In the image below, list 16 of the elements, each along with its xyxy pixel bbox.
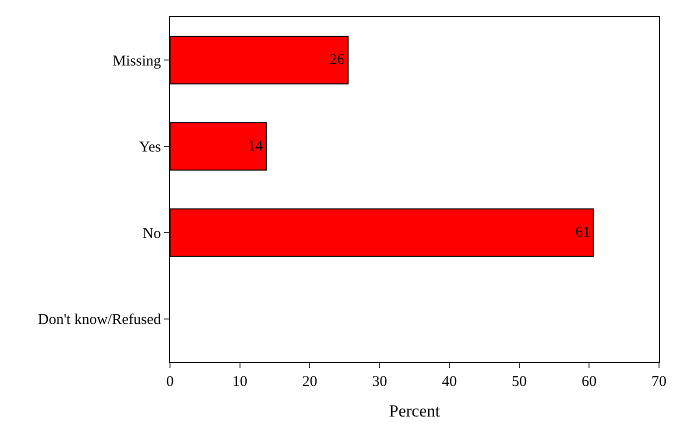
x-tick-label: 0: [166, 374, 174, 390]
y-tick-label: Missing: [112, 53, 162, 70]
x-tick-label: 30: [372, 374, 388, 390]
y-tick-label: Don't know/Refused: [38, 312, 162, 328]
data-label: 26: [330, 52, 346, 68]
y-tick-label: Yes: [139, 140, 162, 156]
x-axis-title: Percent: [389, 401, 440, 420]
x-tick-label: 40: [442, 374, 457, 390]
x-tick-label: 60: [582, 374, 597, 390]
x-tick-label: 50: [512, 374, 527, 390]
data-label: 14: [248, 138, 264, 154]
x-tick-label: 10: [232, 374, 248, 390]
y-tick-label: No: [142, 226, 161, 242]
x-tick-label: 20: [302, 374, 318, 390]
x-tick-label: 70: [652, 374, 666, 390]
data-label: 61: [575, 224, 590, 241]
